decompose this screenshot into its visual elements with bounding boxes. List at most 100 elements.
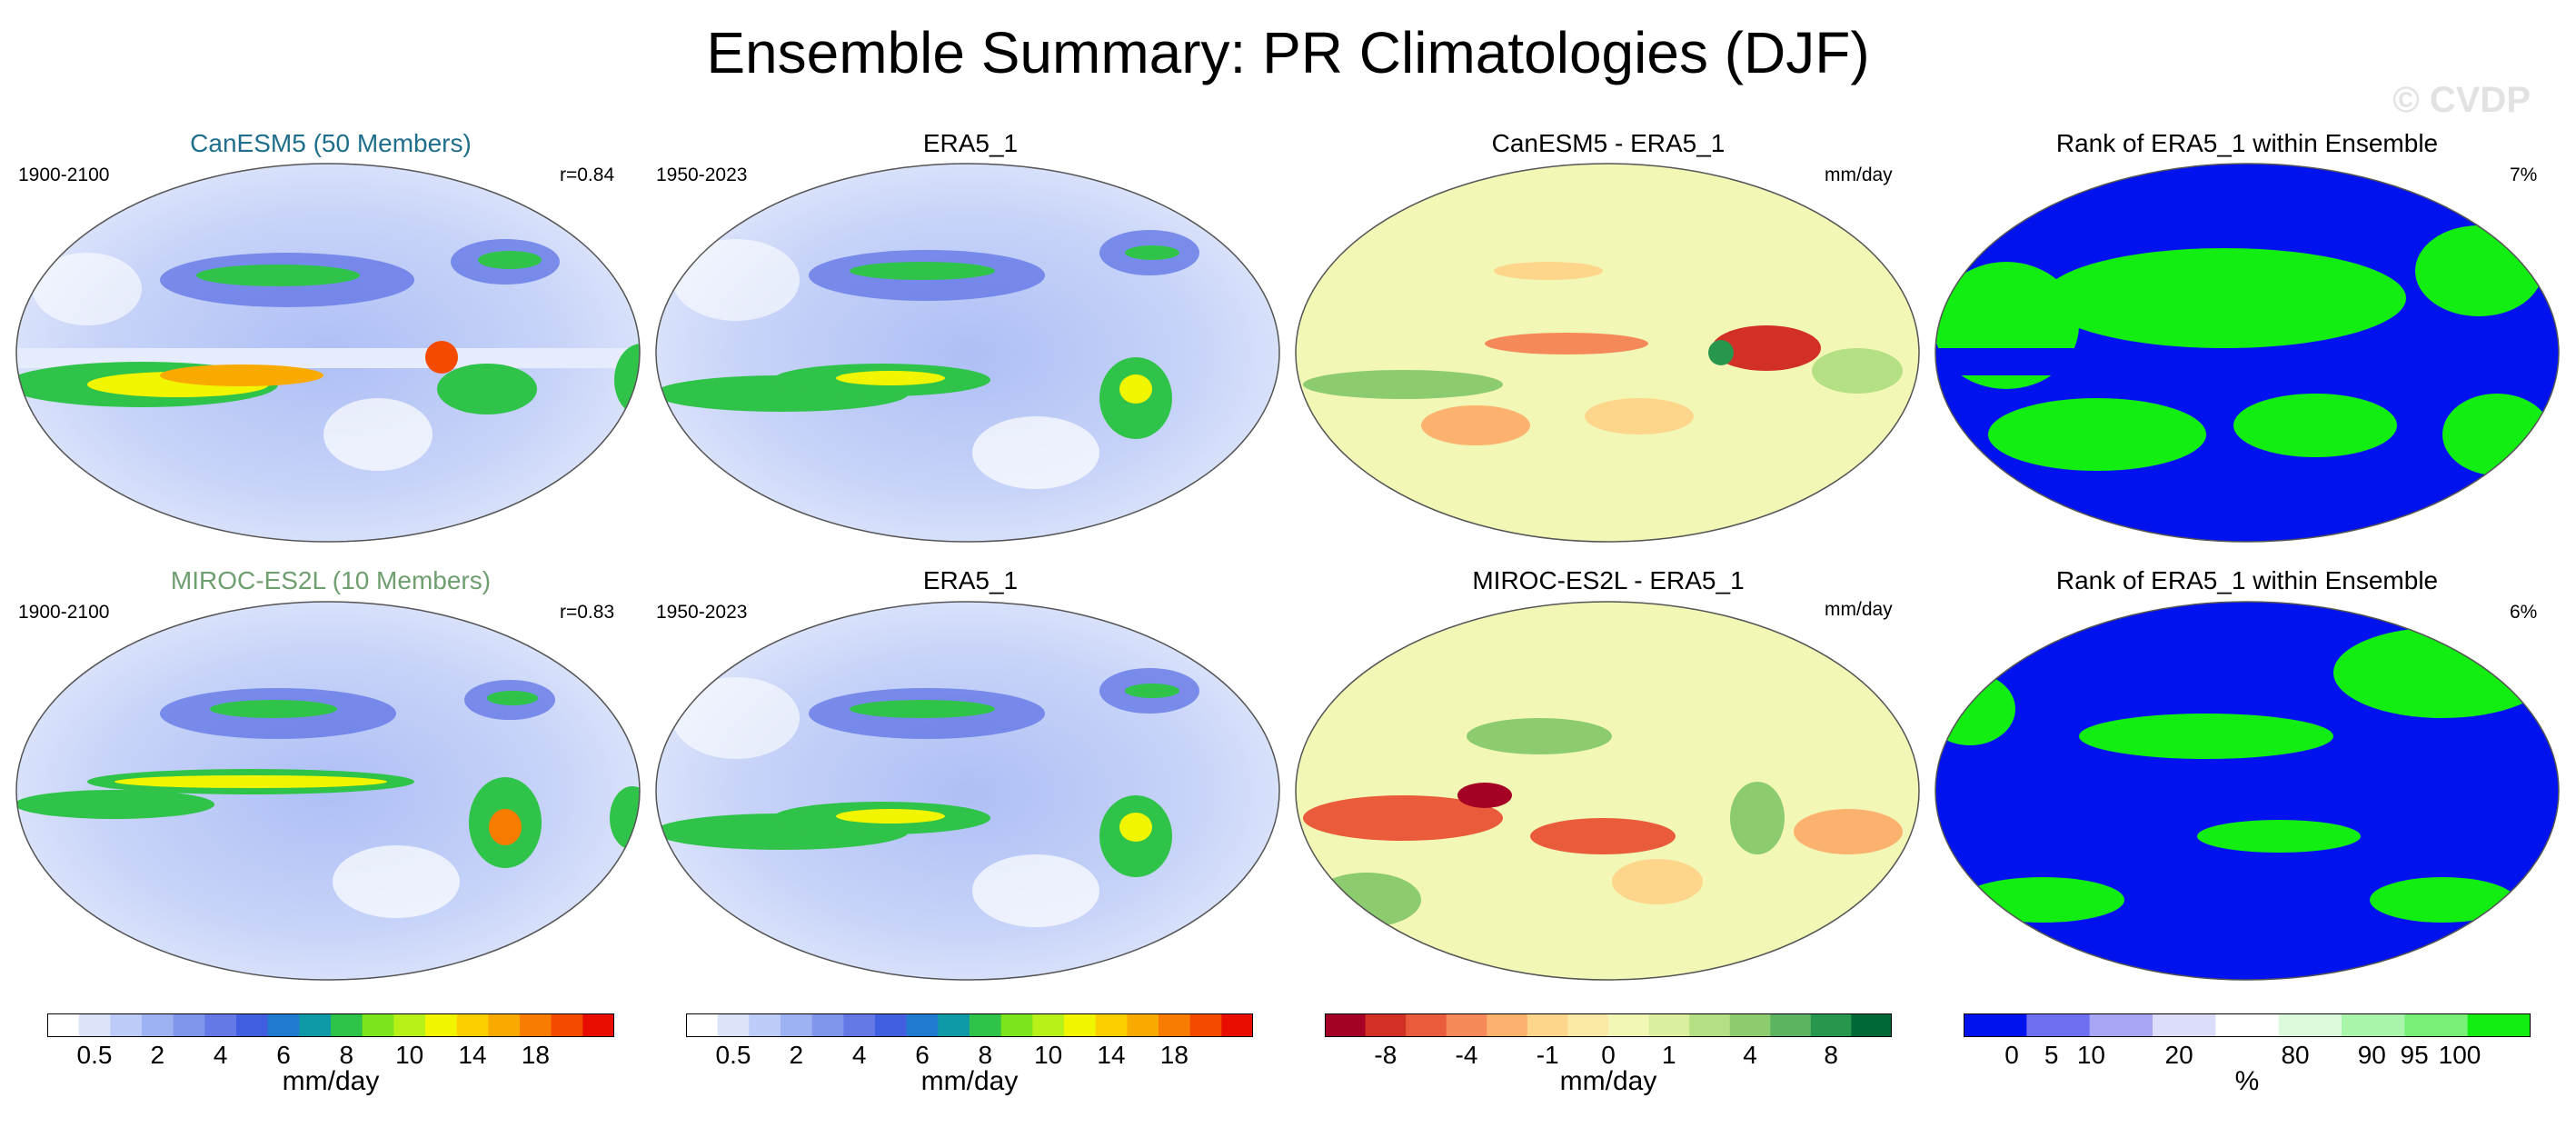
obs-title-1: ERA5_1 xyxy=(922,129,1019,157)
precip-colorbar-box xyxy=(299,1013,332,1037)
diff-colorbar-box xyxy=(1689,1013,1731,1037)
diff-title-1: CanESM5 - ERA5_1 xyxy=(1491,129,1726,157)
precip-colorbar-box xyxy=(843,1013,876,1037)
precip-colorbar-frame xyxy=(686,1013,1253,1037)
precip-colorbar-box xyxy=(1032,1013,1065,1037)
diff-colorbar xyxy=(1325,1013,1892,1037)
rank-colorbar-box xyxy=(2089,1013,2153,1037)
precip-colorbar-box xyxy=(551,1013,583,1037)
precip-colorbar-box xyxy=(267,1013,300,1037)
precip-colorbar-box xyxy=(488,1013,521,1037)
precip-colorbar-box xyxy=(393,1013,426,1037)
precip-colorbar-box xyxy=(1095,1013,1128,1037)
diff-colorbar-tick-label: 1 xyxy=(1662,1041,1676,1069)
rank-colorbar-tick-label: 80 xyxy=(2281,1041,2310,1069)
rank-colorbar-tick-label: 20 xyxy=(2164,1041,2193,1069)
rank-colorbar-box xyxy=(2404,1013,2469,1037)
precip-colorbar-box xyxy=(1000,1013,1033,1037)
precip-colorbar-box xyxy=(1221,1013,1253,1037)
rank-colorbar-box xyxy=(1964,1013,2027,1037)
precip-colorbar-tick-label: 8 xyxy=(978,1041,993,1069)
rank-colorbar-box xyxy=(2215,1013,2280,1037)
precip-colorbar-tick-label: 2 xyxy=(789,1041,804,1069)
precip-colorbar-tick-label: 14 xyxy=(1097,1041,1126,1069)
obs-title-2: ERA5_1 xyxy=(922,566,1019,594)
precip-colorbar-tick-label: 18 xyxy=(1159,1041,1189,1069)
rank-colorbar-tick-label: 90 xyxy=(2357,1041,2386,1069)
rank-colorbar-tick-label: 95 xyxy=(2400,1041,2429,1069)
precip-colorbar-box xyxy=(781,1013,813,1037)
precip-colorbar-tick-label: 6 xyxy=(915,1041,930,1069)
obs-period-2: 1950-2023 xyxy=(656,602,748,623)
obs-precip-map-1 xyxy=(655,163,1280,543)
diff-colorbar-box xyxy=(1851,1013,1892,1037)
diff-colorbar-box xyxy=(1406,1013,1447,1037)
precip-colorbar-frame xyxy=(47,1013,614,1037)
diff-colorbar-box xyxy=(1365,1013,1407,1037)
rank-colorbar-box xyxy=(2026,1013,2091,1037)
precip-colorbar-tick-label: 14 xyxy=(458,1041,487,1069)
precip-colorbar-box xyxy=(173,1013,205,1037)
precip-colorbar-tick-label: 2 xyxy=(150,1041,165,1069)
model-title-1: CanESM5 (50 Members) xyxy=(190,129,472,157)
rank-map-1 xyxy=(1934,163,2560,543)
diff-colorbar-box xyxy=(1810,1013,1852,1037)
rank-colorbar-tick-label: 10 xyxy=(2076,1041,2105,1069)
diff-colorbar-units: mm/day xyxy=(1559,1066,1657,1096)
rank-map-2 xyxy=(1934,601,2560,981)
rank-colorbar-units: % xyxy=(2234,1066,2260,1096)
rank-colorbar-frame xyxy=(1964,1013,2531,1037)
precip-colorbar-tick-label: 18 xyxy=(521,1041,550,1069)
precip-colorbar-box xyxy=(938,1013,970,1037)
obs-period-1: 1950-2023 xyxy=(656,165,748,185)
precip-colorbar-box xyxy=(749,1013,781,1037)
diff-colorbar-box xyxy=(1487,1013,1528,1037)
precip-colorbar-box xyxy=(425,1013,458,1037)
precip-colorbar-box xyxy=(456,1013,489,1037)
diff-colorbar-frame xyxy=(1325,1013,1892,1037)
precip-colorbar-box xyxy=(520,1013,552,1037)
precip-colorbar-box xyxy=(362,1013,394,1037)
cvdp-watermark: © CVDP xyxy=(2392,80,2531,120)
diff-units-1: mm/day xyxy=(1825,165,1893,185)
precip-colorbar-obs xyxy=(686,1013,1253,1037)
diff-map-1 xyxy=(1295,163,1920,543)
rank-colorbar-box xyxy=(2342,1013,2405,1037)
diff-units-2: mm/day xyxy=(1825,599,1893,620)
precip-colorbar-box xyxy=(1127,1013,1159,1037)
diff-colorbar-box xyxy=(1729,1013,1771,1037)
diff-colorbar-box xyxy=(1527,1013,1568,1037)
precip-colorbar-units-obs: mm/day xyxy=(920,1066,1019,1096)
pattern-corr-2: r=0.83 xyxy=(560,602,615,623)
precip-colorbar-box xyxy=(110,1013,143,1037)
precip-colorbar-tick-label: 10 xyxy=(395,1041,424,1069)
rank-pct-1: 7% xyxy=(2510,165,2538,185)
precip-colorbar-tick-label: 0.5 xyxy=(76,1041,113,1069)
precip-colorbar-box xyxy=(142,1013,174,1037)
precip-colorbar-box xyxy=(875,1013,908,1037)
figure-title: Ensemble Summary: PR Climatologies (DJF) xyxy=(706,20,1870,85)
pattern-corr-1: r=0.84 xyxy=(560,165,615,185)
diff-colorbar-tick-label: -4 xyxy=(1455,1041,1478,1069)
model-title-2: MIROC-ES2L (10 Members) xyxy=(170,566,492,594)
rank-colorbar-tick-label: 5 xyxy=(2044,1041,2059,1069)
diff-colorbar-tick-label: -1 xyxy=(1536,1041,1559,1069)
diff-map-2 xyxy=(1295,601,1920,981)
rank-colorbar-box xyxy=(2278,1013,2342,1037)
diff-colorbar-box xyxy=(1608,1013,1650,1037)
precip-colorbar-box xyxy=(1159,1013,1191,1037)
rank-title-2: Rank of ERA5_1 within Ensemble xyxy=(2055,566,2439,594)
precip-colorbar-box xyxy=(78,1013,111,1037)
diff-colorbar-box xyxy=(1446,1013,1487,1037)
precip-colorbar-model xyxy=(47,1013,614,1037)
precip-colorbar-tick-label: 4 xyxy=(851,1041,867,1069)
model-precip-map-2 xyxy=(15,601,641,981)
precip-colorbar-box xyxy=(582,1013,614,1037)
rank-colorbar-tick-label: 100 xyxy=(2438,1041,2482,1069)
precip-colorbar-box xyxy=(204,1013,237,1037)
precip-colorbar-tick-label: 4 xyxy=(213,1041,228,1069)
precip-colorbar-box xyxy=(236,1013,269,1037)
diff-colorbar-box xyxy=(1567,1013,1609,1037)
diff-colorbar-tick-label: 8 xyxy=(1824,1041,1838,1069)
obs-precip-map-2 xyxy=(655,601,1280,981)
